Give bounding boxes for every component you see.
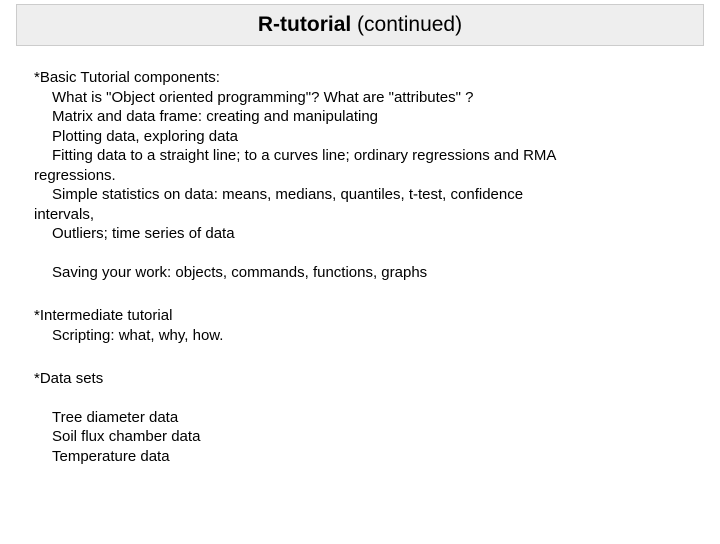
datasets-line-1: Soil flux chamber data bbox=[52, 427, 686, 447]
basic-line-0: What is "Object oriented programming"? W… bbox=[52, 88, 686, 108]
basic-line-4: regressions. bbox=[34, 166, 686, 186]
basic-line-3: Fitting data to a straight line; to a cu… bbox=[52, 146, 686, 166]
datasets-line-2: Temperature data bbox=[52, 447, 686, 467]
basic-line-1: Matrix and data frame: creating and mani… bbox=[52, 107, 686, 127]
basic-after: Saving your work: objects, commands, fun… bbox=[52, 263, 686, 283]
basic-header: *Basic Tutorial components: bbox=[34, 68, 686, 88]
intermediate-header: *Intermediate tutorial bbox=[34, 306, 686, 326]
title-bar: R-tutorial (continued) bbox=[16, 4, 704, 46]
basic-line-7: Outliers; time series of data bbox=[52, 224, 686, 244]
title-bold: R-tutorial bbox=[258, 13, 357, 36]
intermediate-line-0: Scripting: what, why, how. bbox=[52, 326, 686, 346]
basic-line-2: Plotting data, exploring data bbox=[52, 127, 686, 147]
title-regular: (continued) bbox=[357, 13, 462, 36]
datasets-header: *Data sets bbox=[34, 369, 686, 389]
datasets-line-0: Tree diameter data bbox=[52, 408, 686, 428]
content-body: *Basic Tutorial components: What is "Obj… bbox=[0, 46, 720, 466]
basic-line-6: intervals, bbox=[34, 205, 686, 225]
basic-line-5: Simple statistics on data: means, median… bbox=[52, 185, 686, 205]
